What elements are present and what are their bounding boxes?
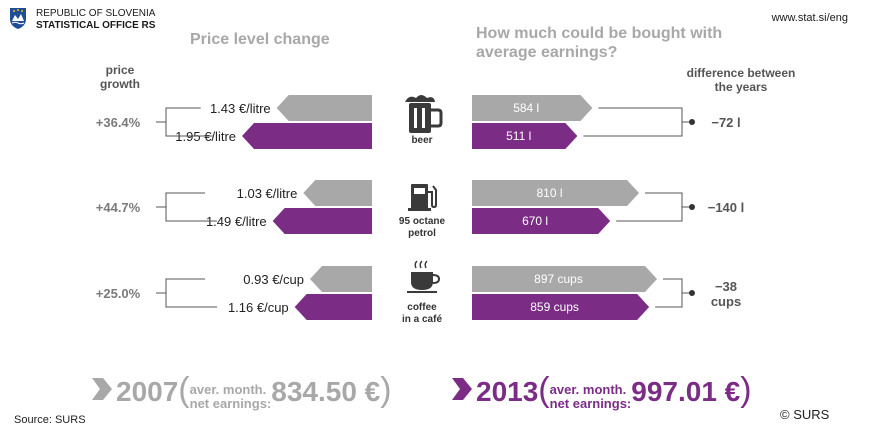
arrow-2013-icon: [452, 378, 472, 400]
earnings-2007-line2: net earnings:: [189, 395, 272, 411]
amount-2007: 834.50 €: [271, 376, 381, 407]
coffee-handle-icon: [432, 274, 441, 284]
quantity-bar-0-0: [472, 95, 593, 121]
fuel-pump-window-icon: [414, 188, 425, 194]
title-right: How much could be bought with average ea…: [476, 25, 723, 61]
beer-mug-icon: [409, 103, 431, 133]
difference-label-2-1: cups: [711, 294, 741, 309]
quantity-label-0-0: 584 l: [513, 101, 539, 115]
quantity-label-1-1: 670 l: [522, 214, 548, 228]
quantity-label-0-1: 511 l: [506, 129, 531, 143]
earnings-2007-line1: aver. month.: [189, 381, 267, 397]
fuel-pump-hose-icon: [428, 185, 437, 209]
coffee-cup-icon: [411, 272, 433, 290]
org-name-line2: STATISTICAL OFFICE RS: [36, 20, 156, 31]
beer-stripe-icon: [422, 108, 425, 128]
category-label-1-0: 95 octane: [399, 216, 446, 227]
price-label-1-0: 1.03 €/litre: [237, 186, 298, 201]
fuel-pump-base-icon: [408, 208, 431, 211]
price-label-2-0: 0.93 €/cup: [243, 272, 304, 287]
beer-handle-icon: [431, 108, 443, 128]
category-label-1-1: petrol: [408, 228, 436, 239]
price-label-1-1: 1.49 €/litre: [206, 214, 267, 229]
quantity-bar-0-1: [472, 123, 578, 149]
coffee-saucer-icon: [407, 291, 437, 293]
earnings-2013-line1: aver. month.: [549, 381, 627, 397]
difference-dot-0: [689, 119, 695, 125]
title-left: Price level change: [190, 31, 330, 48]
quantity-label-1-0: 810 l: [537, 186, 563, 200]
beer-foam-icon: [405, 95, 435, 102]
difference-dot-2: [689, 290, 695, 296]
price-bar-2-0: [310, 266, 372, 292]
difference-bracket-2: [655, 278, 683, 308]
price-bar-1-0: [303, 180, 372, 206]
difference-label-1-0: −140 l: [708, 200, 745, 215]
difference-dot-1: [689, 204, 695, 210]
quantity-bar-2-1: [472, 294, 650, 320]
difference-label-0-0: −72 l: [711, 115, 740, 130]
quantity-bar-2-0: [472, 266, 657, 292]
price-growth-label: price growth: [100, 63, 140, 91]
price-label-0-0: 1.43 €/litre: [210, 101, 271, 116]
amount-2013: 997.01 €: [631, 376, 741, 407]
quantity-bar-1-1: [472, 208, 611, 234]
org-name-line1: REPUBLIC OF SLOVENIA: [36, 8, 156, 19]
difference-bracket-0: [583, 107, 683, 137]
earnings-2013-line2: net earnings:: [549, 395, 632, 411]
source-note: Source: SURS: [14, 414, 86, 426]
quantity-bar-1-0: [472, 180, 640, 206]
difference-label-2-0: −38: [715, 279, 737, 294]
arrow-2007-icon: [92, 378, 112, 400]
slovenia-coat-of-arms-icon: [10, 8, 26, 29]
price-bar-0-1: [242, 123, 372, 149]
price-bar-2-1: [294, 294, 372, 320]
quantity-label-2-1: 859 cups: [530, 300, 579, 314]
price-label-2-1: 1.16 €/cup: [228, 300, 289, 315]
fuel-pump-icon: [411, 184, 428, 209]
price-bracket-2: [165, 278, 217, 308]
category-label-0-0: beer: [411, 135, 432, 146]
year-2007: 2007: [116, 376, 179, 407]
website-url[interactable]: www.stat.si/eng: [771, 12, 848, 24]
difference-label: difference between the years: [686, 66, 796, 94]
price-bar-0-0: [276, 95, 372, 121]
category-label-2-0: coffee: [407, 302, 437, 313]
price-growth-0: +36.4%: [96, 115, 141, 130]
year-2013: 2013: [476, 376, 539, 407]
category-label-2-1: in a café: [402, 314, 442, 325]
earnings-2013: 2013(aver. month. net earnings:997.01 €): [476, 371, 752, 411]
quantity-label-2-0: 897 cups: [534, 272, 583, 286]
price-bar-1-1: [272, 208, 372, 234]
price-growth-1: +44.7%: [96, 200, 141, 215]
beer-stripe-icon: [414, 108, 417, 128]
coffee-steam-icon: [414, 260, 428, 269]
earnings-2007: 2007(aver. month. net earnings:834.50 €): [116, 371, 392, 411]
price-growth-2: +25.0%: [96, 286, 141, 301]
copyright-note: © SURS: [780, 407, 830, 422]
